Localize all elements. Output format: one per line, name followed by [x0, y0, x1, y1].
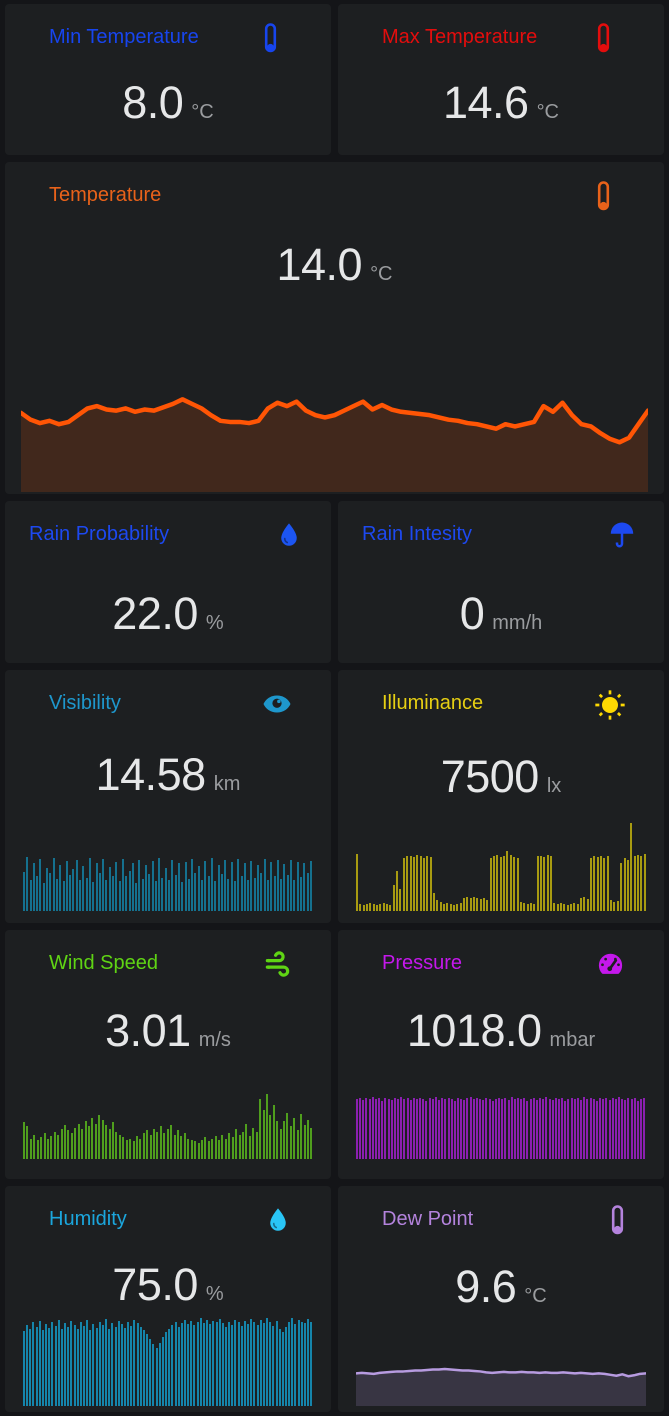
- card-pressure[interactable]: Pressure 1018.0 mbar: [338, 930, 664, 1179]
- eye-icon: [261, 689, 293, 719]
- sun-icon: [594, 689, 626, 721]
- sensor-value: 75.0 %: [5, 1259, 331, 1311]
- card-title: Max Temperature: [382, 26, 538, 48]
- illuminance-history-chart: [356, 823, 646, 911]
- card-header: Min Temperature: [5, 4, 331, 55]
- card-header: Visibility: [5, 670, 331, 719]
- value-number: 75.0: [112, 1259, 198, 1310]
- value-unit: m/s: [198, 1029, 231, 1051]
- thermometer-icon: [595, 181, 612, 213]
- umbrella-icon: [607, 520, 637, 550]
- card-rain-probability[interactable]: Rain Probability 22.0 %: [5, 501, 331, 663]
- card-title: Rain Intesity: [362, 523, 473, 545]
- sensor-value: 14.6 °C: [338, 77, 664, 129]
- sensor-value: 9.6 °C: [338, 1261, 664, 1313]
- value-number: 3.01: [105, 1005, 191, 1056]
- card-title: Pressure: [382, 952, 463, 974]
- value-number: 7500: [440, 751, 540, 802]
- card-header: Wind Speed: [5, 930, 331, 979]
- value-unit: %: [205, 612, 224, 634]
- value-unit: °C: [524, 1285, 547, 1307]
- card-header: Humidity: [5, 1186, 331, 1235]
- value-number: 1018.0: [406, 1005, 542, 1056]
- thermometer-icon: [609, 1205, 626, 1237]
- water-drop-icon: [274, 520, 304, 550]
- thermometer-icon: [262, 23, 279, 55]
- value-unit: °C: [191, 101, 214, 123]
- card-visibility[interactable]: Visibility 14.58 km: [5, 670, 331, 923]
- sensor-value: 22.0 %: [5, 588, 331, 640]
- value-number: 9.6: [455, 1261, 517, 1312]
- card-temperature[interactable]: Temperature 14.0 °C: [5, 162, 664, 494]
- value-unit: %: [205, 1283, 224, 1305]
- wind-icon: [263, 949, 293, 979]
- sensor-value: 7500 lx: [338, 751, 664, 803]
- card-header: Dew Point: [338, 1186, 664, 1237]
- card-header: Rain Intesity: [338, 501, 664, 550]
- sensor-value: 8.0 °C: [5, 77, 331, 129]
- water-drop-icon: [263, 1205, 293, 1235]
- sensor-value: 3.01 m/s: [5, 1005, 331, 1057]
- visibility-history-chart: [23, 857, 313, 911]
- card-header: Rain Probability: [5, 501, 331, 550]
- thermometer-icon: [595, 23, 612, 55]
- gauge-icon: [595, 949, 626, 979]
- sensor-value: 14.0 °C: [5, 239, 664, 291]
- value-unit: lx: [546, 775, 562, 797]
- dew-point-history-chart: [356, 1358, 646, 1406]
- card-title: Humidity: [49, 1208, 127, 1230]
- value-number: 14.58: [95, 749, 207, 800]
- card-header: Max Temperature: [338, 4, 664, 55]
- card-wind-speed[interactable]: Wind Speed 3.01 m/s: [5, 930, 331, 1179]
- card-humidity[interactable]: Humidity 75.0 %: [5, 1186, 331, 1412]
- card-dew-point[interactable]: Dew Point 9.6 °C: [338, 1186, 664, 1412]
- value-number: 8.0: [122, 77, 184, 128]
- wind-speed-history-chart: [23, 1091, 313, 1159]
- card-header: Illuminance: [338, 670, 664, 721]
- card-title: Dew Point: [382, 1208, 474, 1230]
- card-rain-intensity[interactable]: Rain Intesity 0 mm/h: [338, 501, 664, 663]
- value-number: 14.0: [276, 239, 363, 290]
- value-number: 0: [459, 588, 485, 639]
- sensor-value: 0 mm/h: [338, 588, 664, 640]
- value-unit: mm/h: [492, 612, 543, 634]
- humidity-history-chart: [23, 1318, 313, 1406]
- card-min-temperature[interactable]: Min Temperature 8.0 °C: [5, 4, 331, 155]
- value-unit: °C: [536, 101, 560, 123]
- value-number: 14.6: [442, 77, 529, 128]
- value-unit: km: [213, 773, 241, 795]
- sensor-value: 1018.0 mbar: [338, 1005, 664, 1057]
- card-title: Visibility: [49, 692, 121, 714]
- pressure-history-chart: [356, 1097, 646, 1159]
- card-title: Wind Speed: [49, 952, 158, 974]
- value-unit: °C: [370, 263, 393, 285]
- temperature-history-chart: [21, 379, 648, 492]
- card-max-temperature[interactable]: Max Temperature 14.6 °C: [338, 4, 664, 155]
- card-title: Rain Probability: [29, 523, 170, 545]
- card-header: Pressure: [338, 930, 664, 979]
- card-title: Illuminance: [382, 692, 484, 714]
- card-illuminance[interactable]: Illuminance 7500 lx: [338, 670, 664, 923]
- card-title: Temperature: [49, 184, 162, 206]
- card-header: Temperature: [5, 162, 664, 213]
- value-unit: mbar: [549, 1029, 596, 1051]
- sensor-value: 14.58 km: [5, 749, 331, 801]
- value-number: 22.0: [112, 588, 198, 639]
- card-title: Min Temperature: [49, 26, 199, 48]
